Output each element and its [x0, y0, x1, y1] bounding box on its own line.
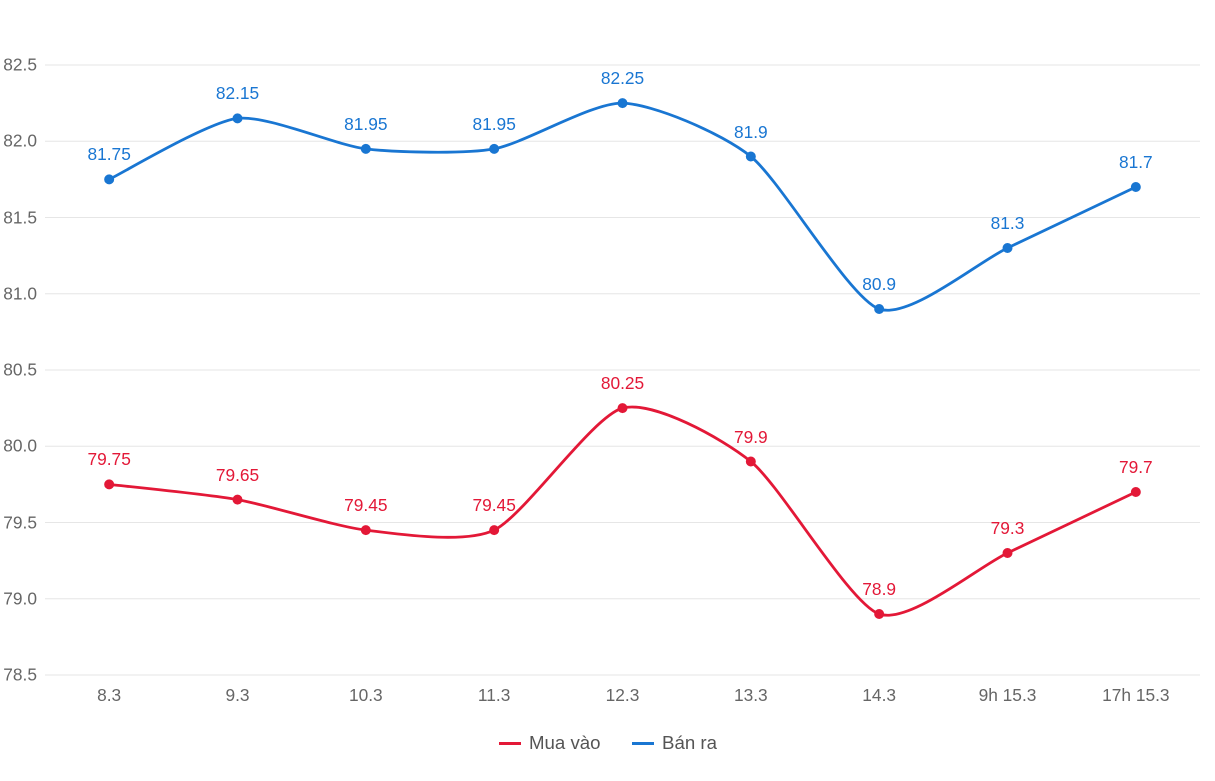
series-marker — [1003, 549, 1012, 558]
series-marker — [1131, 183, 1140, 192]
x-tick-label: 9h 15.3 — [979, 685, 1037, 706]
y-tick-label: 79.5 — [3, 512, 37, 533]
x-tick-label: 17h 15.3 — [1102, 685, 1169, 706]
x-tick-label: 10.3 — [349, 685, 383, 706]
series-marker — [361, 144, 370, 153]
data-label: 82.25 — [601, 68, 644, 89]
data-label: 79.65 — [216, 465, 259, 486]
data-label: 79.3 — [991, 518, 1025, 539]
data-label: 79.75 — [87, 449, 130, 470]
data-label: 81.3 — [991, 213, 1025, 234]
series-marker — [618, 404, 627, 413]
legend-swatch — [499, 742, 521, 745]
data-label: 81.7 — [1119, 152, 1153, 173]
data-label: 80.9 — [862, 274, 896, 295]
line-chart: 78.5 79.0 79.5 80.0 80.5 81.0 81.5 82.0 82.5 8.3 9… — [0, 0, 1215, 781]
series-marker — [105, 480, 114, 489]
legend-swatch — [632, 742, 654, 745]
series-marker — [233, 495, 242, 504]
series-marker — [746, 152, 755, 161]
y-tick-label: 78.5 — [3, 665, 37, 686]
series-line — [109, 103, 1136, 310]
y-tick-label: 82.5 — [3, 55, 37, 76]
series-marker — [361, 526, 370, 535]
x-tick-label: 9.3 — [225, 685, 249, 706]
data-label: 81.9 — [734, 122, 768, 143]
series-marker — [105, 175, 114, 184]
legend-item: Bán ra — [632, 732, 717, 754]
data-label: 79.45 — [344, 495, 387, 516]
series-marker — [490, 526, 499, 535]
series-marker — [875, 610, 884, 619]
data-label: 79.7 — [1119, 457, 1153, 478]
x-tick-label: 11.3 — [478, 685, 510, 706]
legend-item: Mua vào — [499, 732, 601, 754]
y-tick-label: 80.5 — [3, 360, 37, 381]
data-label: 81.75 — [87, 144, 130, 165]
series-marker — [875, 305, 884, 314]
x-tick-label: 14.3 — [862, 685, 896, 706]
x-tick-label: 13.3 — [734, 685, 768, 706]
y-tick-label: 81.5 — [3, 207, 37, 228]
data-label: 82.15 — [216, 83, 259, 104]
x-tick-label: 8.3 — [97, 685, 121, 706]
series-marker — [1131, 488, 1140, 497]
legend-label: Mua vào — [529, 732, 601, 754]
data-label: 81.95 — [472, 114, 515, 135]
y-tick-label: 82.0 — [3, 131, 37, 152]
y-tick-label: 80.0 — [3, 436, 37, 457]
legend-label: Bán ra — [662, 732, 717, 754]
data-label: 80.25 — [601, 373, 644, 394]
series-marker — [490, 144, 499, 153]
series-marker — [618, 99, 627, 108]
y-tick-label: 81.0 — [3, 283, 37, 304]
series-marker — [1003, 244, 1012, 253]
series-marker — [746, 457, 755, 466]
data-label: 79.9 — [734, 427, 768, 448]
data-label: 79.45 — [472, 495, 515, 516]
x-tick-label: 12.3 — [606, 685, 640, 706]
series-line — [109, 407, 1136, 615]
series-marker — [233, 114, 242, 123]
y-tick-label: 79.0 — [3, 588, 37, 609]
data-label: 78.9 — [862, 579, 896, 600]
data-label: 81.95 — [344, 114, 387, 135]
